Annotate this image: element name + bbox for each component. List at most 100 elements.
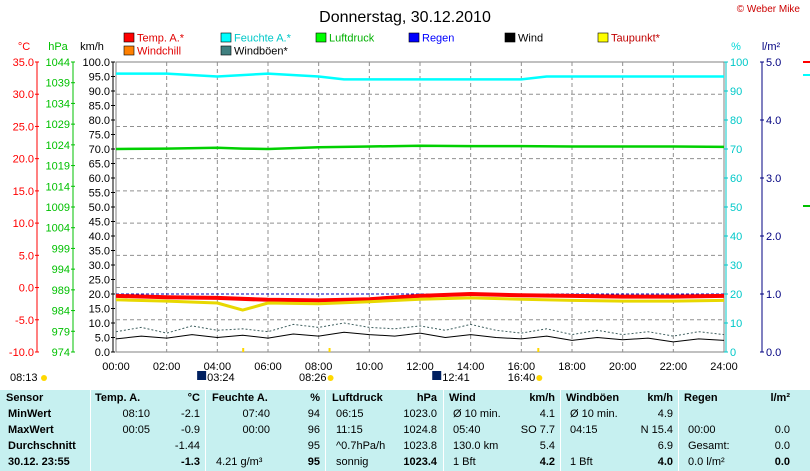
column-separator (325, 390, 326, 471)
press-time-cell: 11:15 (336, 424, 363, 436)
press-column-unit: hPa (416, 392, 437, 404)
x-tick-label: 20:00 (609, 361, 637, 373)
press-column-title: Luftdruck (332, 392, 383, 404)
wind-axis-tick-label: 60.0 (89, 173, 110, 185)
temp-column-unit: °C (187, 392, 200, 404)
press-value-cell: 1024.8 (403, 424, 437, 436)
hum-value-cell: 96 (307, 424, 320, 436)
press-axis-unit: hPa (48, 41, 68, 53)
rain-column-title: Regen (684, 392, 718, 404)
wind-axis-tick-label: 30.0 (89, 260, 110, 272)
wind-axis-tick-label: 80.0 (89, 115, 110, 127)
wind-axis-tick-label: 45.0 (89, 217, 110, 229)
press-time-cell: 06:15 (336, 408, 364, 420)
press-axis-tick-label: 1004 (46, 223, 70, 235)
series-taupunkt (115, 296, 725, 312)
wind-axis-tick-label: 35.0 (89, 246, 110, 258)
wind-time-cell: 05:40 (453, 424, 481, 436)
legend-label: Feuchte A.* (234, 33, 292, 45)
press-time-cell: sonnig (336, 456, 369, 468)
legend-swatch (123, 32, 135, 43)
gust-time-cell: Ø 10 min. (570, 408, 618, 420)
wind-axis-tick-label: 65.0 (89, 159, 110, 171)
rain-axis-tick-label: 0.0 (766, 347, 781, 359)
hum-time-cell: 00:00 (242, 424, 270, 436)
legend-label: Windböen* (234, 46, 289, 58)
rain-time-cell: Gesamt: (688, 440, 730, 452)
row-label-min: MinWert (8, 408, 52, 420)
legend-label: Regen (422, 33, 454, 45)
gust-time-cell: 1 Bft (570, 456, 593, 468)
hum-axis-tick-label: 80 (730, 115, 742, 127)
moon-icon (197, 371, 207, 380)
press-axis-tick-label: 994 (52, 264, 70, 276)
press-value-cell: 1023.0 (403, 408, 437, 420)
press-axis-tick-label: 1029 (46, 119, 70, 131)
series-temp-a (115, 292, 725, 303)
row-label-avg: Durchschnitt (8, 440, 76, 452)
gust-value-cell: N 15.4 (640, 424, 673, 436)
column-separator (443, 390, 444, 471)
x-tick-label: 14:00 (457, 361, 485, 373)
press-axis-tick-label: 984 (52, 306, 70, 318)
temp-axis-tick-label: 35.0 (13, 57, 34, 69)
press-axis-tick-label: 979 (52, 326, 70, 338)
x-tick-label: 16:00 (508, 361, 536, 373)
moon-event-label: 12:41 (442, 372, 470, 384)
wind-time-cell: 130.0 km (453, 440, 499, 452)
series-windb-en (115, 322, 725, 337)
press-axis-tick-label: 1044 (46, 57, 70, 69)
temp-axis-tick-label: -10.0 (9, 347, 34, 359)
axis-ticks: 35.0 30.0 25.0 20.0 15.0 10.0 5.0 0.0 -5.0 -10.0 1… (9, 57, 781, 373)
temp-value-cell: -1.44 (174, 440, 200, 452)
legend-label: Temp. A.* (137, 33, 185, 45)
legend-swatch (220, 45, 232, 56)
wind-axis-tick-label: 20.0 (89, 289, 110, 301)
hum-time-cell: 07:40 (242, 408, 270, 420)
wind-axis-tick-label: 0.0 (95, 347, 110, 359)
row-label-current: 30.12. 23:55 (8, 456, 70, 468)
press-axis-tick-label: 1014 (46, 181, 70, 193)
x-tick-label: 02:00 (153, 361, 181, 373)
hum-axis-tick-label: 0 (730, 347, 736, 359)
legend-label: Luftdruck (329, 33, 375, 45)
gust-column-unit: km/h (647, 392, 673, 404)
gust-value-cell: 4.0 (657, 456, 673, 468)
wind-value-cell: SO 7.7 (520, 424, 555, 436)
wind-axis-tick-label: 85.0 (89, 101, 110, 113)
temp-value-cell: -2.1 (181, 408, 200, 420)
press-value-cell: 1023.4 (403, 456, 437, 468)
rain-time-cell: 00:00 (688, 424, 716, 436)
press-axis-tick-label: 999 (52, 243, 70, 255)
column-separator (560, 390, 561, 471)
x-tick-label: 04:00 (204, 361, 232, 373)
temp-axis-tick-label: 5.0 (19, 250, 34, 262)
press-axis-tick-label: 974 (52, 347, 70, 359)
sun-icon (536, 375, 543, 381)
sensor-section: Sensor MinWert MaxWert Durchschnitt 30.1… (4, 390, 88, 471)
moon-event-label: 03:24 (207, 372, 235, 384)
sun-moon-markers: 08:13 03:24 08:26 12:41 16:40 (10, 348, 543, 384)
hum-axis-tick-label: 70 (730, 144, 742, 156)
press-axis-tick-label: 1024 (46, 140, 70, 152)
series-luftdruck (115, 144, 725, 151)
legend-label: Taupunkt* (611, 33, 661, 45)
x-tick-label: 08:00 (305, 361, 333, 373)
wind-axis-tick-label: 40.0 (89, 231, 110, 243)
column-separator (205, 390, 206, 471)
rain-axis-tick-label: 4.0 (766, 115, 781, 127)
hum-axis-tick-label: 50 (730, 202, 742, 214)
wind-axis-tick-label: 100.0 (82, 57, 110, 69)
wind-axis-tick-label: 55.0 (89, 188, 110, 200)
hum-axis-tick-label: 40 (730, 231, 742, 243)
x-tick-label: 18:00 (558, 361, 586, 373)
legend-swatch (597, 32, 609, 43)
hum-axis-tick-label: 30 (730, 260, 742, 272)
gust-time-cell: 04:15 (570, 424, 598, 436)
moon-icon (432, 371, 442, 380)
wind-time-cell: Ø 10 min. (453, 408, 501, 420)
x-tick-label: 22:00 (660, 361, 688, 373)
wind-column-unit: km/h (529, 392, 555, 404)
wind-axis-tick-label: 15.0 (89, 304, 110, 316)
row-label-max: MaxWert (8, 424, 54, 436)
